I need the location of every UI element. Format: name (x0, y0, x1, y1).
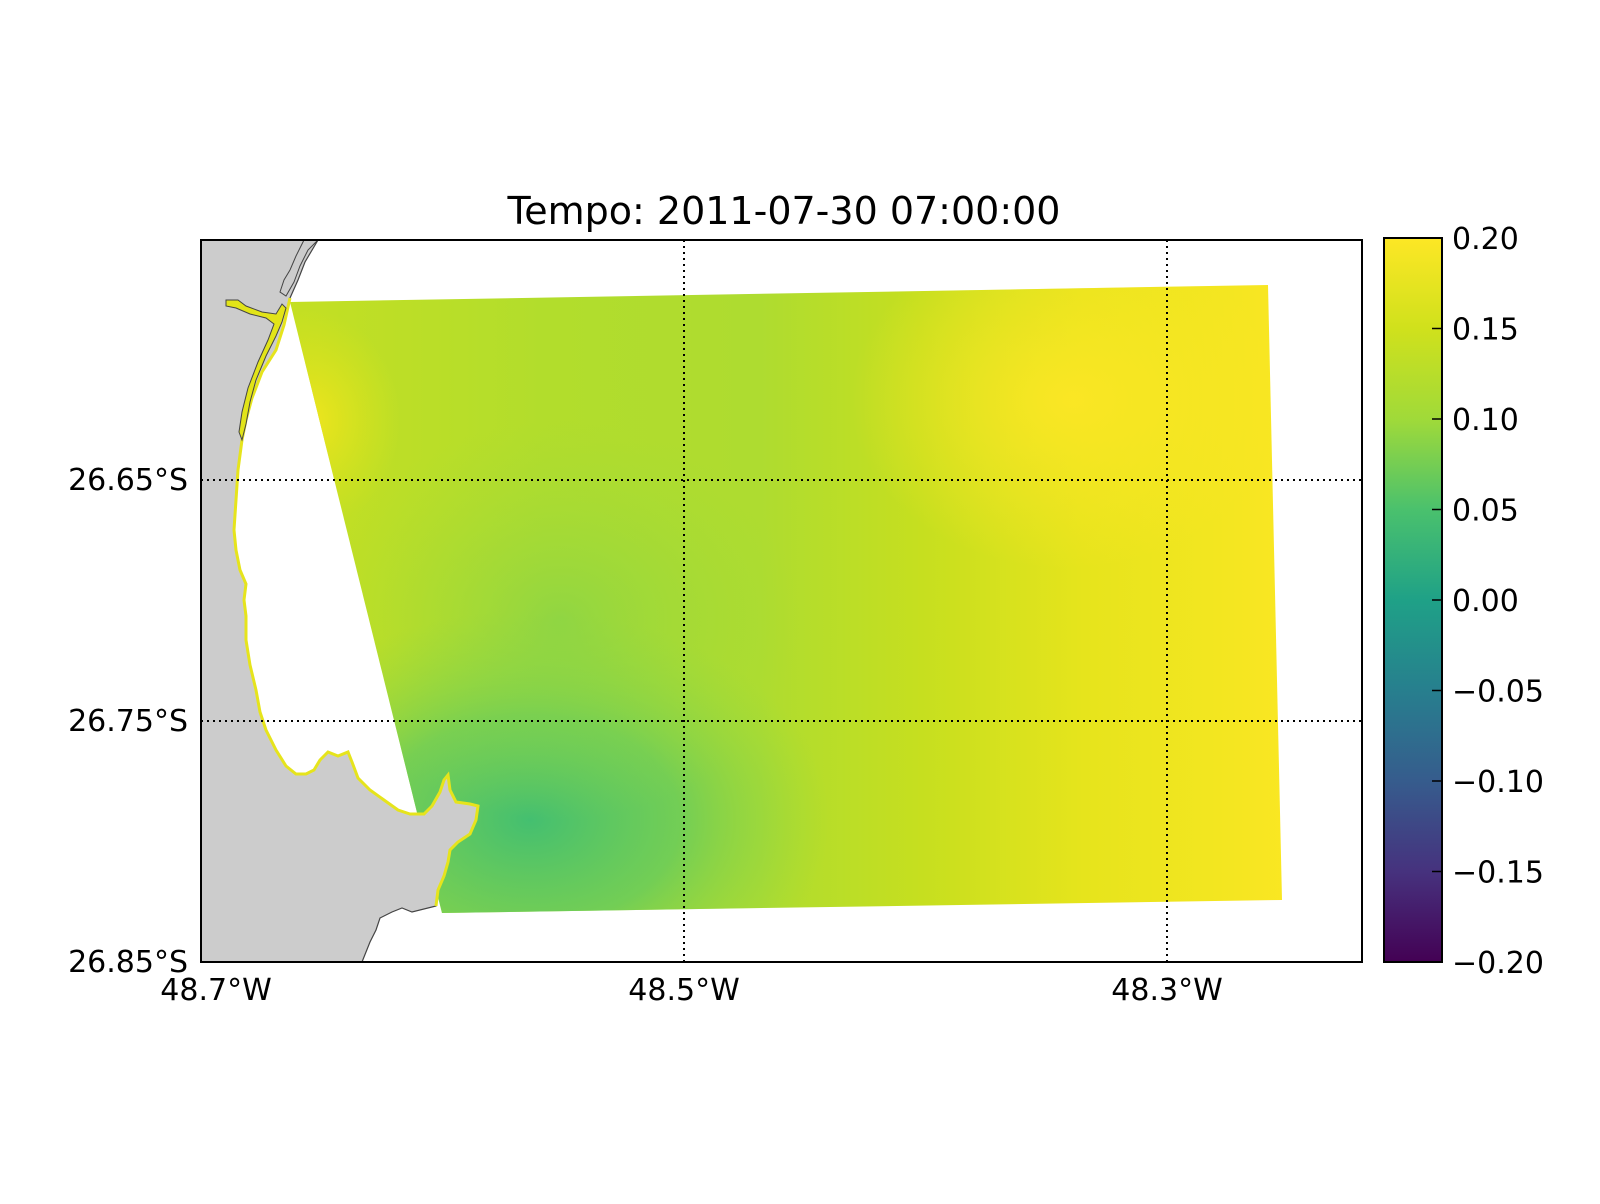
colorbar-tick-label: −0.10 (1452, 765, 1544, 800)
y-tick-label: 26.85°S (68, 945, 188, 980)
map-area (200, 239, 1363, 963)
colorbar-tick-label: −0.20 (1452, 946, 1544, 981)
x-tick-label: 48.3°W (1111, 973, 1222, 1008)
y-tick-label: 26.75°S (68, 704, 188, 739)
barrier-spit (279, 239, 320, 297)
colorbar-tick-label: −0.15 (1452, 856, 1544, 891)
map-title: Tempo: 2011-07-30 07:00:00 (507, 189, 1061, 233)
longitude-labels: 48.7°W 48.5°W 48.3°W (160, 973, 1222, 1008)
colorbar-ticks: 0.20 0.15 0.10 0.05 0.00 −0.05 −0.10 −0.15 −0.20 (1432, 222, 1544, 981)
map-frame (200, 239, 1363, 963)
colorbar-tick-label: 0.00 (1452, 584, 1519, 619)
colorbar-tick-label: 0.10 (1452, 403, 1519, 438)
coastal-rim (232, 297, 480, 907)
gridlines (201, 240, 1362, 962)
x-tick-label: 48.5°W (628, 973, 739, 1008)
colorbar-tick-label: 0.15 (1452, 313, 1519, 348)
colorbar: 0.20 0.15 0.10 0.05 0.00 −0.05 −0.10 −0.15 −0.20 (1383, 222, 1544, 981)
lagoon (225, 299, 287, 442)
x-tick-label: 48.7°W (160, 973, 271, 1008)
colorbar-tick-label: 0.05 (1452, 494, 1519, 529)
y-tick-label: 26.65°S (68, 463, 188, 498)
colorbar-tick-label: −0.05 (1452, 675, 1544, 710)
colorbar-tick-label: 0.20 (1452, 222, 1519, 257)
latitude-labels: 26.65°S 26.75°S 26.85°S (68, 463, 188, 980)
